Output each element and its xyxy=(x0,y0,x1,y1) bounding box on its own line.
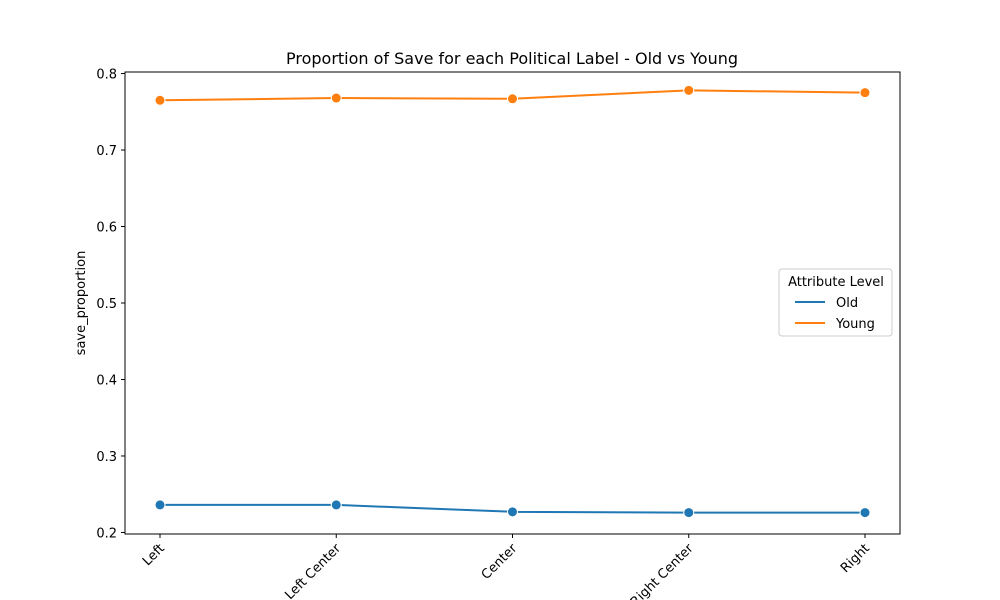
y-tick-label: 0.3 xyxy=(96,450,117,465)
y-tick-label: 0.6 xyxy=(96,221,117,236)
legend: Attribute Level Old Young xyxy=(778,268,893,337)
data-point-young xyxy=(330,92,342,104)
data-point-young xyxy=(859,87,871,99)
data-point-old xyxy=(154,499,166,511)
data-point-old xyxy=(683,507,695,519)
data-point-old xyxy=(859,507,871,519)
data-point-young xyxy=(154,94,166,106)
y-tick-label: 0.2 xyxy=(96,526,117,541)
data-point-old xyxy=(330,499,342,511)
data-point-old xyxy=(507,506,518,518)
y-tick-label: 0.4 xyxy=(96,373,117,388)
y-axis-label: save_proportion xyxy=(74,251,89,356)
data-point-young xyxy=(507,93,518,105)
y-tick-label: 0.7 xyxy=(96,144,117,159)
y-axis: 0.2 0.3 0.4 0.5 0.6 0.7 0.8 xyxy=(96,68,125,541)
series-layer xyxy=(154,84,871,519)
legend-box xyxy=(778,268,893,337)
data-point-young xyxy=(683,84,695,96)
chart-title: Proportion of Save for each Political La… xyxy=(286,49,738,68)
legend-entries: Old Young xyxy=(795,296,875,332)
y-tick-label: 0.8 xyxy=(96,68,117,83)
legend-label-old: Old xyxy=(836,296,858,311)
y-tick-label: 0.5 xyxy=(96,297,117,312)
legend-label-young: Young xyxy=(835,317,875,332)
legend-title: Attribute Level xyxy=(788,275,884,290)
